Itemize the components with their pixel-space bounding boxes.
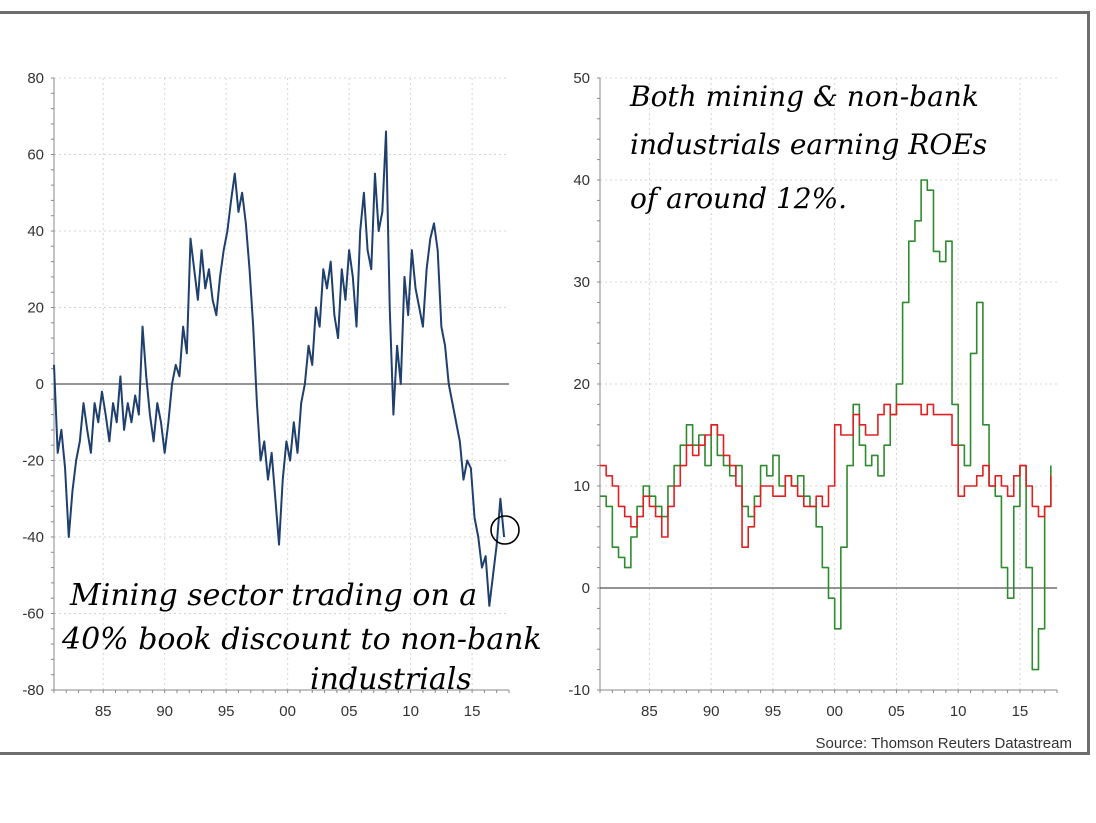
y-tick-label: 20	[27, 300, 44, 317]
x-tick-label: 15	[464, 703, 481, 720]
handwritten-annotation-line: Mining sector trading on a	[69, 578, 477, 613]
y-tick-label: -10	[568, 682, 590, 699]
y-tick-label: -60	[22, 606, 44, 623]
x-tick-label: 90	[156, 703, 173, 720]
x-tick-label: 05	[341, 703, 358, 720]
y-tick-label: -20	[22, 453, 44, 470]
frame-bottom-border	[0, 752, 1090, 755]
x-tick-label: 95	[765, 703, 782, 720]
y-tick-label: 0	[36, 376, 44, 393]
handwritten-annotation-line: of around 12%.	[630, 182, 847, 215]
y-tick-label: 30	[573, 274, 590, 291]
series-line-1	[600, 179, 1052, 671]
x-tick-label: 90	[703, 703, 720, 720]
x-tick-label: 10	[950, 703, 967, 720]
series-line-1	[53, 130, 506, 607]
handwritten-annotation-line: 40% book discount to non-bank	[61, 622, 542, 657]
source-label: Source: Thomson Reuters Datastream	[815, 735, 1072, 752]
handwritten-circle-mark	[490, 515, 520, 545]
y-tick-label: 10	[573, 478, 590, 495]
y-tick-label: 60	[27, 147, 44, 164]
x-tick-label: 95	[218, 703, 235, 720]
handwritten-annotation-line: industrials earning ROEs	[630, 128, 987, 161]
y-tick-label: 50	[573, 70, 590, 87]
right-chart-roe: -10 0 10 20 30 40 50 85 90 95 00 05 10 15 Both mining …	[568, 70, 1058, 720]
x-tick-label: 00	[826, 703, 843, 720]
x-tick-label: 10	[402, 703, 419, 720]
x-tick-label: 15	[1012, 703, 1029, 720]
x-tick-label: 05	[888, 703, 905, 720]
y-tick-label: -80	[22, 682, 44, 699]
handwritten-annotation-line: Both mining & non-bank	[629, 80, 979, 113]
series-line-2	[600, 403, 1052, 549]
y-tick-label: 40	[27, 223, 44, 240]
y-tick-label: 0	[582, 580, 590, 597]
left-chart-price-to-book: -80 -60 -40 -20 0 20 40 60 80 85 90 95 00 05 10 15 Minin…	[22, 70, 541, 720]
y-tick-label: 80	[27, 70, 44, 87]
y-tick-label: -40	[22, 529, 44, 546]
x-tick-label: 00	[279, 703, 296, 720]
x-tick-label: 85	[95, 703, 112, 720]
x-tick-label: 85	[641, 703, 658, 720]
handwritten-annotation-line: industrials	[310, 662, 472, 697]
y-tick-label: 40	[573, 172, 590, 189]
frame-top-border	[0, 11, 1090, 14]
y-tick-label: 20	[573, 376, 590, 393]
frame-right-border	[1087, 11, 1090, 755]
